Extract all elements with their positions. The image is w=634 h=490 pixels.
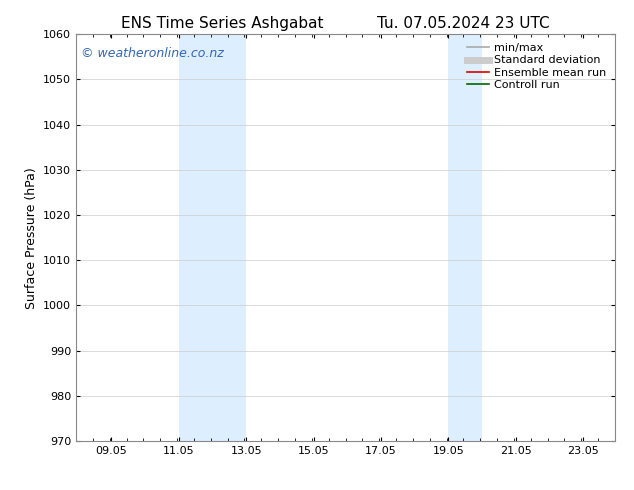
Bar — [179, 34, 246, 441]
Bar — [448, 34, 482, 441]
Text: Tu. 07.05.2024 23 UTC: Tu. 07.05.2024 23 UTC — [377, 16, 549, 31]
Text: ENS Time Series Ashgabat: ENS Time Series Ashgabat — [120, 16, 323, 31]
Text: © weatheronline.co.nz: © weatheronline.co.nz — [81, 47, 224, 59]
Y-axis label: Surface Pressure (hPa): Surface Pressure (hPa) — [25, 167, 37, 309]
Legend: min/max, Standard deviation, Ensemble mean run, Controll run: min/max, Standard deviation, Ensemble me… — [464, 40, 609, 93]
